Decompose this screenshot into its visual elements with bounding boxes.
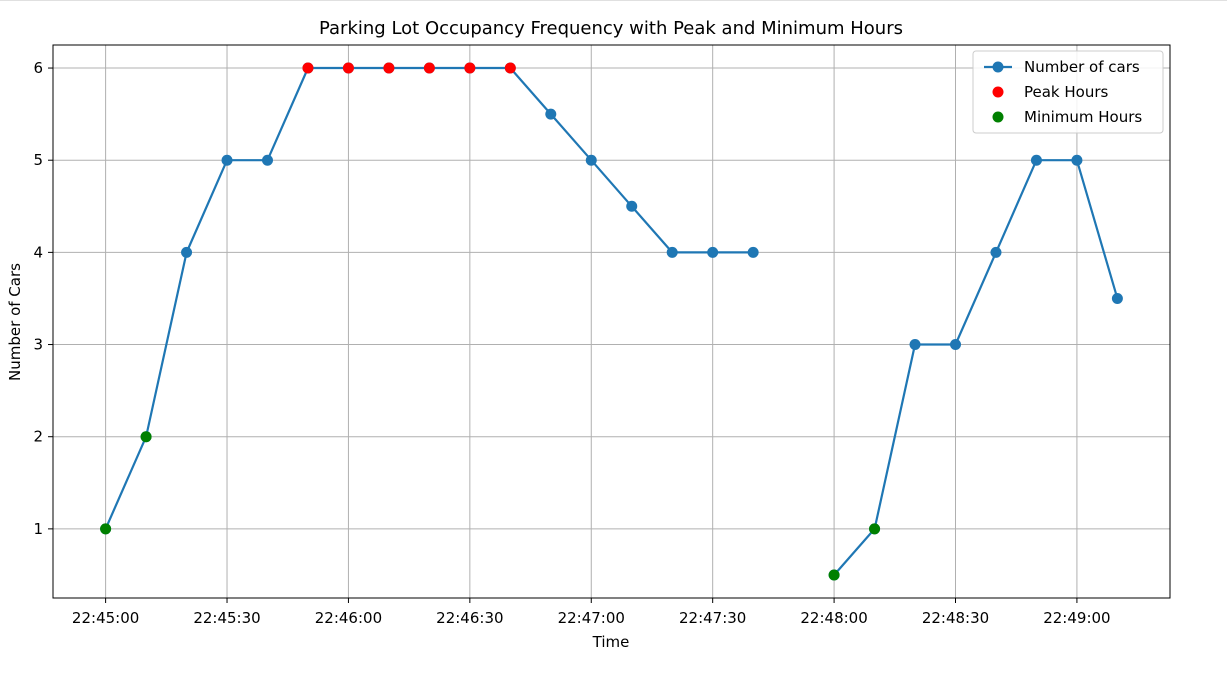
top-border [0,0,1227,1]
legend-label-number-of-cars: Number of cars [1024,58,1140,76]
y-axis-label: Number of Cars [6,263,24,381]
data-point-number-of-cars [747,246,759,258]
data-point-minimum-hours [828,569,840,581]
data-point-peak-hours [464,62,476,74]
series-line-number-of-cars [833,159,1119,576]
x-tick-label: 22:45:30 [193,609,260,627]
y-axis: 1 2 3 4 5 6 [33,59,53,538]
x-tick-label: 22:49:00 [1043,609,1110,627]
x-tick-label: 22:46:00 [315,609,382,627]
data-point-peak-hours [383,62,395,74]
data-point-peak-hours [342,62,354,74]
data-point-number-of-cars [181,246,193,258]
legend: Number of cars Peak Hours Minimum Hours [972,50,1164,134]
y-tick-label: 1 [33,520,43,538]
legend-box [972,50,1164,134]
data-point-number-of-cars [1111,292,1123,304]
data-point-number-of-cars [626,200,638,212]
data-point-number-of-cars [666,246,678,258]
data-point-peak-hours [302,62,314,74]
x-tick-label: 22:45:00 [72,609,139,627]
plot-frame [52,44,1171,599]
x-tick-label: 22:48:00 [800,609,867,627]
y-tick-label: 3 [33,336,43,354]
legend-label-peak-hours: Peak Hours [1024,83,1109,101]
data-point-number-of-cars [221,154,233,166]
x-axis-label: Time [592,633,630,651]
data-point-number-of-cars [545,108,557,120]
series-layer [100,62,1123,581]
data-point-peak-hours [423,62,435,74]
data-point-minimum-hours [100,523,112,535]
data-point-number-of-cars [261,154,273,166]
x-axis: 22:45:00 22:45:30 22:46:00 22:46:30 22:47:00… [72,598,1111,627]
data-point-number-of-cars [585,154,597,166]
legend-marker-minimum-hours [992,111,1004,123]
data-point-number-of-cars [707,246,719,258]
data-point-number-of-cars [909,339,921,351]
data-point-number-of-cars [950,339,962,351]
legend-label-minimum-hours: Minimum Hours [1024,108,1142,126]
series-line-number-of-cars [104,66,754,530]
y-tick-label: 6 [33,59,43,77]
chart-title: Parking Lot Occupancy Frequency with Pea… [319,18,903,39]
legend-marker-peak-hours [992,86,1004,98]
y-tick-label: 4 [33,243,43,261]
data-point-number-of-cars [1071,154,1083,166]
data-point-minimum-hours [869,523,881,535]
data-point-number-of-cars [990,246,1002,258]
x-tick-label: 22:47:30 [679,609,746,627]
y-tick-label: 2 [33,428,43,446]
data-point-peak-hours [504,62,516,74]
x-tick-label: 22:48:30 [922,609,989,627]
legend-marker-number-of-cars [992,61,1004,73]
data-point-number-of-cars [1030,154,1042,166]
x-tick-label: 22:47:00 [558,609,625,627]
data-point-minimum-hours [140,431,152,443]
y-tick-label: 5 [33,151,43,169]
x-tick-label: 22:46:30 [436,609,503,627]
